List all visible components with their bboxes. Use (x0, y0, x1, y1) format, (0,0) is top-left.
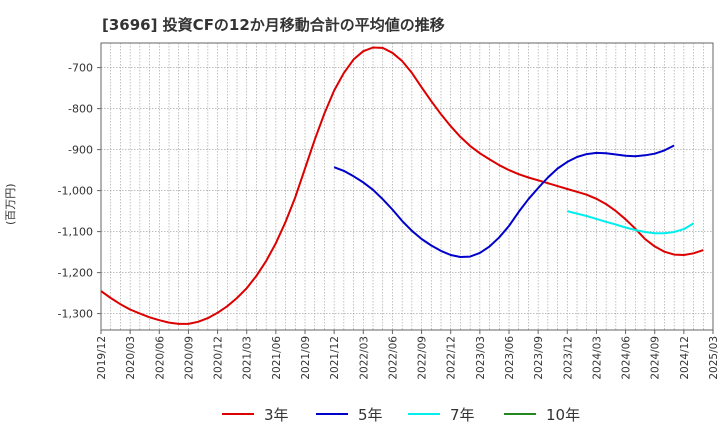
y-tick-label: -800 (68, 103, 93, 116)
chart-title: [3696] 投資CFの12か月移動合計の平均値の推移 (102, 16, 445, 34)
x-tick-label: 2020/09 (183, 336, 195, 380)
x-tick-label: 2020/03 (125, 336, 137, 380)
y-tick-label: -1,000 (58, 185, 93, 198)
legend: 3年 5年 7年 10年 (0, 398, 720, 428)
x-tick-label: 2022/06 (387, 336, 399, 380)
legend-swatch (504, 413, 536, 415)
y-tick-label: -700 (68, 62, 93, 75)
x-tick-label: 2024/06 (621, 336, 633, 380)
legend-swatch (316, 413, 348, 415)
x-tick-label: 2022/09 (417, 336, 429, 380)
x-tick-label: 2023/06 (504, 336, 516, 380)
x-tick-label: 2021/12 (329, 336, 341, 380)
series-line-7年 (567, 210, 695, 235)
legend-swatch (408, 413, 440, 415)
series-line-5年 (333, 144, 675, 258)
grid-lines (101, 43, 713, 330)
legend-swatch (222, 413, 254, 415)
y-tick-label: -900 (68, 144, 93, 157)
x-tick-label: 2022/03 (358, 336, 370, 380)
x-tick-label: 2019/12 (96, 336, 108, 380)
x-tick-label: 2024/03 (591, 336, 603, 380)
series-lines (100, 46, 704, 325)
x-tick-label: 2023/09 (533, 336, 545, 380)
legend-label: 5年 (358, 406, 383, 424)
legend-label: 10年 (546, 406, 581, 424)
x-tick-label: 2021/03 (242, 336, 254, 380)
y-axis-ticks: -700 -800 -900 -1,000 -1,100 -1,200 -1,300 (58, 62, 101, 321)
series-line-3年 (100, 46, 704, 325)
x-tick-label: 2023/12 (562, 336, 574, 380)
x-tick-label: 2020/12 (213, 336, 225, 380)
x-tick-label: 2022/12 (446, 336, 458, 380)
legend-label: 3年 (264, 406, 289, 424)
plot-area (100, 42, 714, 331)
x-tick-label: 2021/09 (300, 336, 312, 380)
legend-label: 7年 (450, 406, 475, 424)
x-tick-label: 2024/09 (650, 336, 662, 380)
y-tick-label: -1,100 (58, 226, 93, 239)
x-tick-label: 2025/03 (708, 336, 720, 380)
x-axis-ticks: 2019/12 2020/03 2020/06 2020/09 2020/12 2021/… (96, 330, 720, 380)
y-tick-label: -1,300 (58, 308, 93, 321)
x-tick-label: 2024/12 (679, 336, 691, 380)
y-tick-label: -1,200 (58, 267, 93, 280)
x-tick-label: 2023/03 (475, 336, 487, 380)
x-tick-label: 2021/06 (271, 336, 283, 380)
x-tick-label: 2020/06 (154, 336, 166, 380)
